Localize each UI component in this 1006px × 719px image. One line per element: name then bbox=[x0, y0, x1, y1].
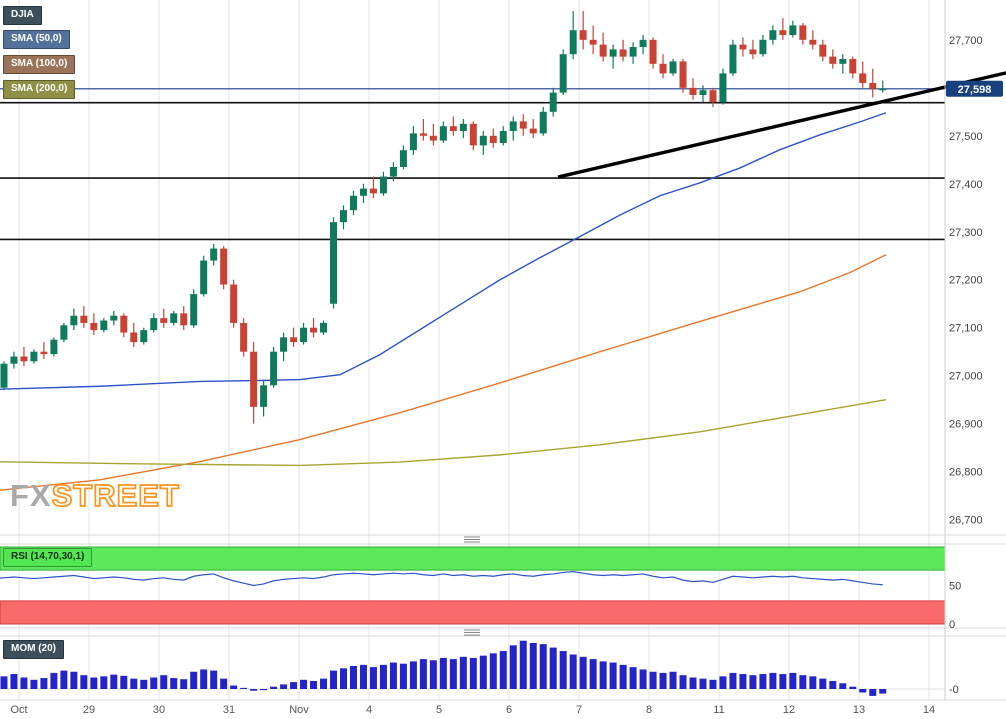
svg-text:26,700: 26,700 bbox=[949, 515, 983, 527]
sma100-line bbox=[0, 254, 887, 491]
mom-axis-label: -0 bbox=[949, 684, 959, 696]
fxstreet-watermark: FXSTREET bbox=[10, 477, 180, 514]
svg-text:13: 13 bbox=[853, 704, 865, 716]
svg-text:11: 11 bbox=[713, 704, 724, 716]
svg-text:27,598: 27,598 bbox=[958, 84, 992, 96]
candlestick-series bbox=[0, 11, 887, 424]
panel-resize-handle[interactable] bbox=[464, 629, 480, 636]
rsi-legend-badge[interactable]: RSI (14,70,30,1) bbox=[3, 548, 93, 567]
svg-text:8: 8 bbox=[646, 704, 652, 716]
svg-text:Nov: Nov bbox=[289, 704, 309, 716]
svg-text:26,900: 26,900 bbox=[949, 419, 983, 431]
rsi-axis: 50 0 bbox=[949, 581, 961, 632]
watermark-fx: FX bbox=[10, 478, 52, 513]
sma100-legend-badge[interactable]: SMA (100,0) bbox=[3, 55, 76, 74]
svg-text:5: 5 bbox=[436, 704, 442, 716]
grid-lines bbox=[18, 0, 930, 700]
watermark-street: STREET bbox=[51, 477, 180, 514]
svg-text:31: 31 bbox=[223, 704, 235, 716]
rsi-line bbox=[0, 571, 883, 587]
symbol-badge[interactable]: DJIA bbox=[3, 6, 42, 25]
svg-text:30: 30 bbox=[153, 704, 165, 716]
mom-histogram bbox=[0, 640, 887, 696]
svg-text:27,000: 27,000 bbox=[949, 371, 983, 383]
svg-text:14: 14 bbox=[923, 704, 935, 716]
current-price-badge bbox=[946, 80, 1003, 97]
svg-text:27,100: 27,100 bbox=[949, 323, 983, 335]
sma200-legend-badge[interactable]: SMA (200,0) bbox=[3, 80, 76, 99]
svg-text:6: 6 bbox=[506, 704, 512, 716]
svg-text:27,700: 27,700 bbox=[949, 35, 983, 47]
mom-legend-badge[interactable]: MOM (20) bbox=[3, 640, 64, 659]
svg-text:50: 50 bbox=[949, 581, 961, 593]
sma200-line bbox=[0, 399, 887, 467]
price-axis[interactable]: 27,700 27,500 27,400 27,300 27,200 27,100 27,0… bbox=[949, 35, 983, 527]
support-resistance-lines bbox=[0, 101, 945, 241]
sma50-line bbox=[0, 112, 887, 390]
trendline[interactable] bbox=[557, 71, 1006, 179]
time-axis[interactable]: Oct 29 30 31 Nov 4 5 6 7 8 11 12 13 14 bbox=[10, 704, 935, 716]
rsi-oversold-band bbox=[0, 600, 946, 625]
svg-text:Oct: Oct bbox=[10, 704, 27, 716]
svg-text:27,500: 27,500 bbox=[949, 131, 983, 143]
svg-text:12: 12 bbox=[783, 704, 795, 716]
sma50-legend-badge[interactable]: SMA (50,0) bbox=[3, 30, 70, 49]
svg-text:7: 7 bbox=[576, 704, 582, 716]
svg-text:4: 4 bbox=[366, 704, 372, 716]
rsi-overbought-band bbox=[0, 546, 946, 571]
svg-text:27,400: 27,400 bbox=[949, 179, 983, 191]
svg-text:29: 29 bbox=[83, 704, 95, 716]
svg-text:27,200: 27,200 bbox=[949, 275, 983, 287]
svg-text:26,800: 26,800 bbox=[949, 467, 983, 479]
panel-resize-handle[interactable] bbox=[464, 536, 480, 543]
svg-text:0: 0 bbox=[949, 619, 955, 631]
svg-text:27,300: 27,300 bbox=[949, 227, 983, 239]
